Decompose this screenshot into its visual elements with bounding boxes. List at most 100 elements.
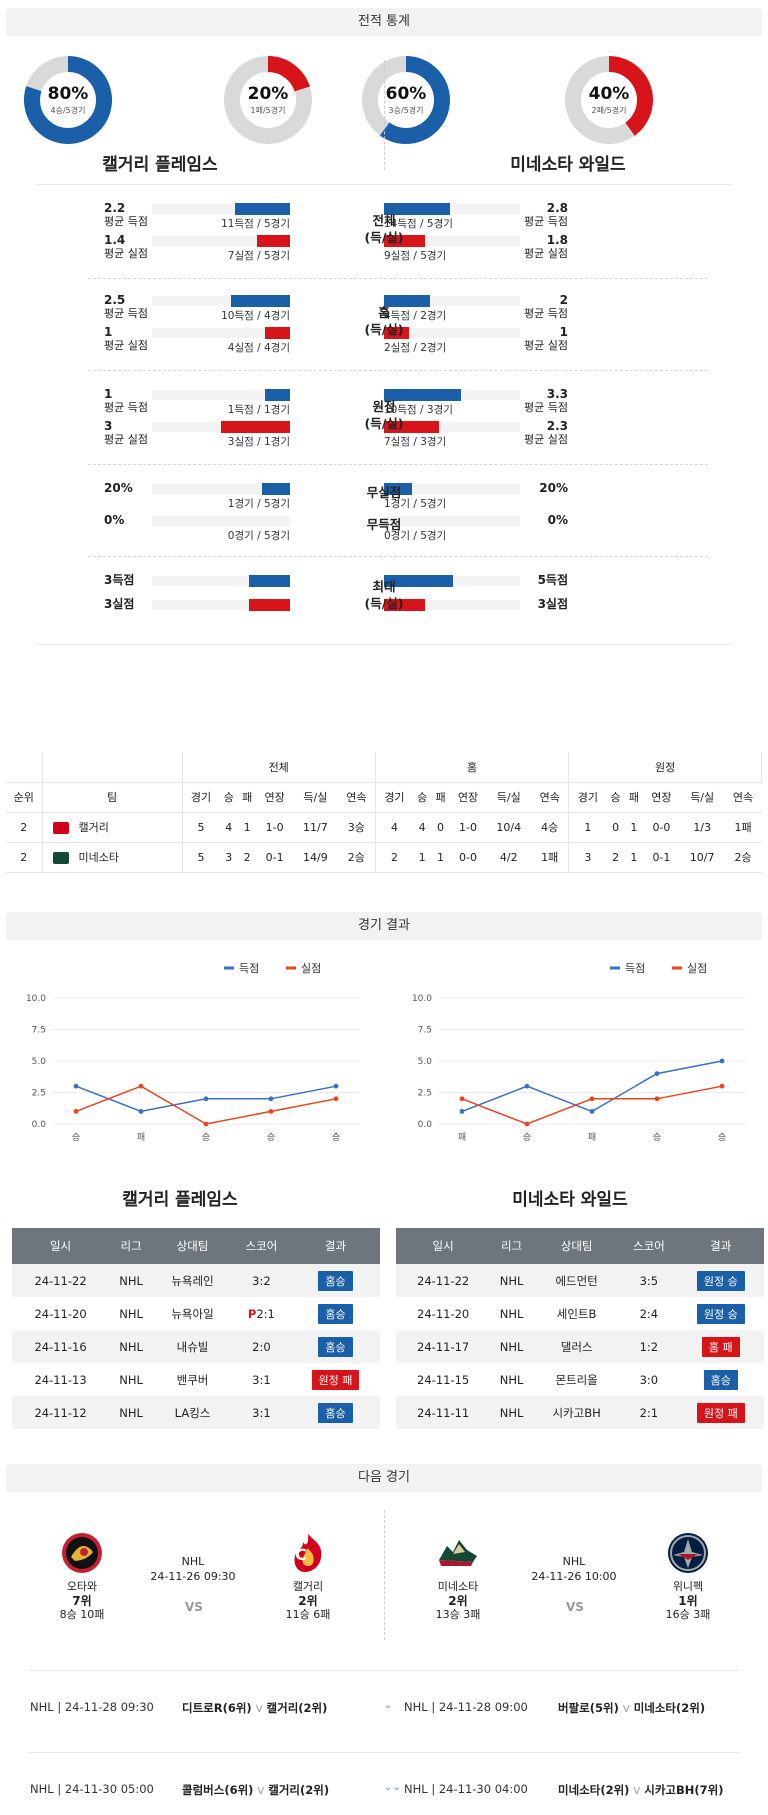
stat-value: 1 <box>559 325 568 339</box>
table-row[interactable]: 24-11-20 NHL 뉴욕아일 P2:1 홈승 <box>12 1297 380 1330</box>
cell: 4/2 <box>486 842 532 873</box>
stat-value: 1 <box>104 325 113 339</box>
table-row[interactable]: 2 미네소타 5 3 2 0-1 14/9 2승 2 1 1 0-0 4/2 1패 3 2 1 0-1 10/7 2승 <box>6 842 762 873</box>
table-row[interactable]: 2 캘거리 5 4 1 1-0 11/7 3승 4 4 0 1-0 10/4 4승 1 0 1 0-0 1/3 1패 <box>6 812 762 843</box>
cell: 3 <box>568 842 607 873</box>
cell: 1-0 <box>449 812 487 843</box>
table-row[interactable]: 24-11-20 NHL 세인트B 2:4 원정 승 <box>396 1297 764 1330</box>
upcoming-teams[interactable]: 콜럼버스(6위) V 캘거리(2위) <box>182 1782 329 1798</box>
standing-col-header: 경기 <box>568 782 607 813</box>
y-tick-label: 7.5 <box>32 1026 46 1036</box>
next-away-team[interactable]: C 캘거리 2위 11승 6패 <box>268 1530 348 1622</box>
team-name-left: 캘거리 플레임스 <box>102 155 218 175</box>
donut-percent: 60% <box>385 84 427 104</box>
team-2: 캘거리(2위) <box>268 1783 330 1797</box>
divider <box>36 184 732 185</box>
x-tick-label: 승 <box>523 1132 531 1143</box>
standing-col-header: 경기 <box>182 782 220 813</box>
table-row[interactable]: 24-11-16 NHL 내슈빌 2:0 홈승 <box>12 1330 380 1363</box>
upcoming-info: NHL | 24-11-30 05:00 <box>30 1782 154 1796</box>
right-sub: 4득점 / 2경기 <box>384 310 447 322</box>
upcoming-teams[interactable]: 버팔로(5위) V 미네소타(2위) <box>558 1700 705 1716</box>
bar-track <box>152 204 290 214</box>
standing-col-header: 득/실 <box>486 782 532 813</box>
left-sub: 7실점 / 5경기 <box>227 250 290 262</box>
league: NHL <box>181 1555 205 1568</box>
game-opponent: 뉴욕레인 <box>153 1264 232 1297</box>
cell: 10/4 <box>486 812 532 843</box>
next-away-team[interactable]: 위니펙 1위 16승 3패 <box>648 1530 728 1622</box>
team-name: 오타와 <box>66 1580 98 1593</box>
upcoming-teams[interactable]: 미네소타(2위) V 시카고BH(7위) <box>558 1782 724 1798</box>
next-home-team[interactable]: 미네소타 2위 13승 3패 <box>418 1530 498 1622</box>
right-sub: 10득점 / 3경기 <box>384 404 453 416</box>
col-header: 상대팀 <box>153 1228 232 1264</box>
table-row[interactable]: 24-11-15 NHL 몬트리올 3:0 홈승 <box>396 1363 764 1396</box>
team-2: 시카고BH(7위) <box>644 1783 724 1797</box>
table-row[interactable]: 24-11-22 NHL 뉴욕레인 3:2 홈승 <box>12 1264 380 1297</box>
x-tick-label: 승 <box>718 1132 726 1143</box>
standing-col-header: 연속 <box>337 782 376 813</box>
col-header: 결과 <box>290 1228 380 1264</box>
league: NHL <box>562 1555 586 1568</box>
standing-group-header: 전체 <box>182 752 376 783</box>
bar-track <box>152 576 290 586</box>
table-row[interactable]: 24-11-17 NHL 댈러스 1:2 홈 패 <box>396 1330 764 1363</box>
section-header-stats: 전적 통계 <box>6 8 762 36</box>
cell: 0-0 <box>643 812 680 843</box>
table-row[interactable]: 24-11-13 NHL 밴쿠버 3:1 원정 패 <box>12 1363 380 1396</box>
data-point <box>524 1083 530 1089</box>
left-sub: 4실점 / 4경기 <box>227 342 290 354</box>
divider <box>88 370 708 371</box>
calgary-logo-icon <box>52 822 69 834</box>
stat-caption: 평균 실점 <box>524 339 568 352</box>
v-mark: V <box>622 1704 630 1715</box>
divider <box>384 60 385 170</box>
left-stat: 0% <box>104 514 124 527</box>
data-point <box>268 1109 274 1114</box>
cell: 0-0 <box>449 842 487 873</box>
cell: 4 <box>219 812 238 843</box>
table-row[interactable]: 24-11-12 NHL LA킹스 3:1 홈승 <box>12 1396 380 1429</box>
upcoming-teams[interactable]: 디트로R(6위) V 캘거리(2위) <box>182 1700 327 1716</box>
left-stat: 20% <box>104 482 133 495</box>
col-header: 스코어 <box>620 1228 678 1264</box>
cell: 5 <box>182 842 220 873</box>
standing-col-header: 승 <box>219 782 238 813</box>
data-point <box>524 1121 530 1127</box>
standing-col-header: 연장 <box>643 782 680 813</box>
donut-sub: 2패/5경기 <box>591 106 627 115</box>
team-record: 13승 3패 <box>435 1608 481 1621</box>
chevron-down-icon[interactable]: ⌄ <box>384 1700 393 1711</box>
cell: 1 <box>624 812 644 843</box>
legend-label: 득점 <box>625 962 645 975</box>
bar-track <box>152 484 290 494</box>
left-stat: 2.5 평균 득점 <box>104 294 148 321</box>
stat-caption: 평균 실점 <box>104 247 148 260</box>
left-bar <box>265 327 290 339</box>
cell: 2승 <box>337 842 376 873</box>
donut-arc <box>565 56 653 144</box>
game-score: 2:4 <box>639 1306 659 1321</box>
right-bar <box>384 327 409 339</box>
stat-group-label: 원정 (득/실) <box>364 399 404 431</box>
game-league: NHL <box>109 1396 154 1429</box>
win-rate-donut: 40% 2패/5경기 <box>565 56 653 144</box>
game-league: NHL <box>499 1306 524 1321</box>
left-bar <box>262 483 290 495</box>
table-row[interactable]: 24-11-11 NHL 시카고BH 2:1 원정 패 <box>396 1396 764 1429</box>
col-header: 일시 <box>12 1228 110 1264</box>
cell: 1/3 <box>679 812 725 843</box>
left-stat: 3득점 <box>104 574 134 587</box>
team-1: 디트로R(6위) <box>182 1701 252 1715</box>
result-badge: 원정 패 <box>311 1369 360 1390</box>
next-home-team[interactable]: 오타와 7위 8승 10패 <box>42 1530 122 1622</box>
cell: 10/7 <box>679 842 725 873</box>
table-row[interactable]: 24-11-22 NHL 에드먼턴 3:5 원정 승 <box>396 1264 764 1297</box>
stat-value: 2.8 <box>546 201 568 215</box>
game-date: 24-11-22 <box>396 1264 491 1297</box>
chevron-down-icon[interactable]: ⌄⌄ <box>384 1782 401 1793</box>
cell: 1패 <box>724 812 762 843</box>
cell: 2 <box>606 842 625 873</box>
y-tick-label: 7.5 <box>418 1026 432 1036</box>
